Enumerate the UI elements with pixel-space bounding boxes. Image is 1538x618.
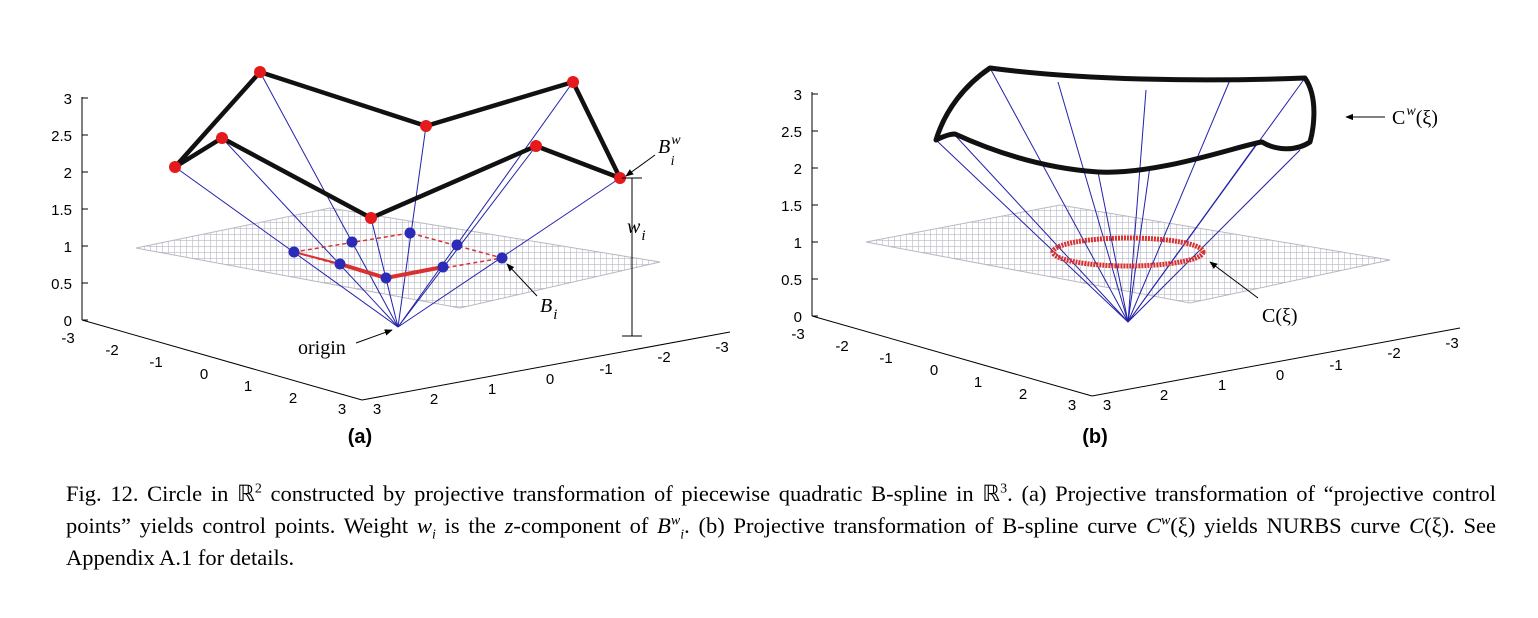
panel-b-x-tick: 0 bbox=[930, 362, 938, 379]
panel-a-plane bbox=[135, 207, 661, 309]
panel-a-x-tick: 3 bbox=[338, 401, 346, 418]
figure: 3 2.5 2 1.5 1 0.5 0 -3 -2 -1 0 1 2 3 3 2… bbox=[51, 65, 1461, 448]
panel-a-y-tick: -1 bbox=[599, 361, 612, 378]
panel-a-z-tick: 0.5 bbox=[51, 276, 72, 293]
panel-a-control-points bbox=[288, 227, 508, 284]
panel-b-z-tick: 2 bbox=[794, 161, 802, 178]
panel-a-bspline-polygon bbox=[173, 69, 623, 221]
panel-a-ticks bbox=[82, 97, 88, 321]
panel-a-z-tick: 0 bbox=[64, 313, 72, 330]
panel-b-z-tick: 1.5 bbox=[781, 198, 802, 215]
panel-a-y-tick: -3 bbox=[715, 339, 728, 356]
panel-b-nurbs-circle bbox=[1050, 235, 1206, 269]
panel-b-y-tick: 2 bbox=[1160, 387, 1168, 404]
panel-b-y-tick: 1 bbox=[1218, 377, 1226, 394]
panel-a: 3 2.5 2 1.5 1 0.5 0 -3 -2 -1 0 1 2 3 3 2… bbox=[51, 66, 731, 448]
panel-b-x-tick: -2 bbox=[835, 338, 848, 355]
panel-b-z-tick: 0 bbox=[794, 309, 802, 326]
panel-a-y-tick: -2 bbox=[657, 349, 670, 366]
panel-b-y-tick: -2 bbox=[1387, 345, 1400, 362]
panel-b-y-tick: -3 bbox=[1445, 335, 1458, 352]
panel-b-bspline-curve bbox=[933, 65, 1317, 175]
panel-b-c-label: C(ξ) bbox=[1262, 305, 1298, 327]
panel-a-y-tick: 0 bbox=[546, 371, 554, 388]
panel-a-bi-arrow bbox=[506, 263, 538, 297]
panel-a-projective-points bbox=[169, 66, 626, 224]
panel-a-bw-arrow bbox=[625, 154, 656, 177]
panel-b-z-tick: 1 bbox=[794, 235, 802, 252]
panel-b-label: (b) bbox=[1082, 426, 1108, 448]
panel-a-x-tick: 2 bbox=[289, 390, 297, 407]
panel-b-y-tick: 0 bbox=[1276, 367, 1284, 384]
panel-a-z-tick: 1.5 bbox=[51, 202, 72, 219]
panel-a-x-tick: -2 bbox=[105, 342, 118, 359]
panel-b-z-tick: 3 bbox=[794, 87, 802, 104]
panel-a-z-tick: 3 bbox=[64, 91, 72, 108]
panel-a-rays bbox=[174, 71, 621, 328]
panel-a-x-tick: 0 bbox=[200, 366, 208, 383]
panel-a-bw-label: Bw i bbox=[658, 133, 681, 169]
panel-b-cw-label: Cw(ξ) bbox=[1392, 104, 1438, 129]
panel-a-x-tick: -1 bbox=[149, 354, 162, 371]
panel-a-wi-label: wi bbox=[627, 216, 646, 244]
panel-a-origin-arrow bbox=[355, 329, 393, 344]
panel-a-projected-arc-2 bbox=[293, 251, 341, 265]
panel-a-z-tick: 2 bbox=[64, 165, 72, 182]
panel-a-z-tick: 2.5 bbox=[51, 128, 72, 145]
panel-b-ticks bbox=[812, 93, 818, 317]
panel-b-z-tick: 2.5 bbox=[781, 124, 802, 141]
panel-b-y-tick: -1 bbox=[1329, 357, 1342, 374]
panel-b-plane bbox=[865, 204, 1391, 304]
panel-a-y-tick: 1 bbox=[488, 381, 496, 398]
figure-caption: Fig. 12. Circle in ℝ2 constructed by pro… bbox=[66, 481, 1496, 570]
panel-a-bi-label: Bi bbox=[540, 295, 557, 323]
panel-a-label: (a) bbox=[348, 426, 372, 448]
panel-a-y-tick: 2 bbox=[430, 391, 438, 408]
panel-a-x-tick: -3 bbox=[61, 330, 74, 347]
panel-b-x-tick: 1 bbox=[974, 374, 982, 391]
panel-a-weight-bracket bbox=[622, 177, 642, 337]
panel-a-y-tick: 3 bbox=[373, 401, 381, 418]
panel-a-origin-label: origin bbox=[298, 337, 346, 359]
panel-b-x-tick: 3 bbox=[1068, 397, 1076, 414]
panel-b-x-tick: -1 bbox=[879, 350, 892, 367]
panel-b-c-arrow bbox=[1209, 261, 1259, 299]
panel-b-x-tick: -3 bbox=[791, 326, 804, 343]
panel-b-x-tick: 2 bbox=[1019, 386, 1027, 403]
panel-b: 3 2.5 2 1.5 1 0.5 0 -3 -2 -1 0 1 2 3 3 2… bbox=[781, 65, 1461, 448]
panel-b-y-tick: 3 bbox=[1103, 397, 1111, 414]
panel-a-x-tick: 1 bbox=[244, 378, 252, 395]
panel-b-z-tick: 0.5 bbox=[781, 272, 802, 289]
panel-a-z-tick: 1 bbox=[64, 239, 72, 256]
panel-b-rays bbox=[935, 67, 1306, 323]
